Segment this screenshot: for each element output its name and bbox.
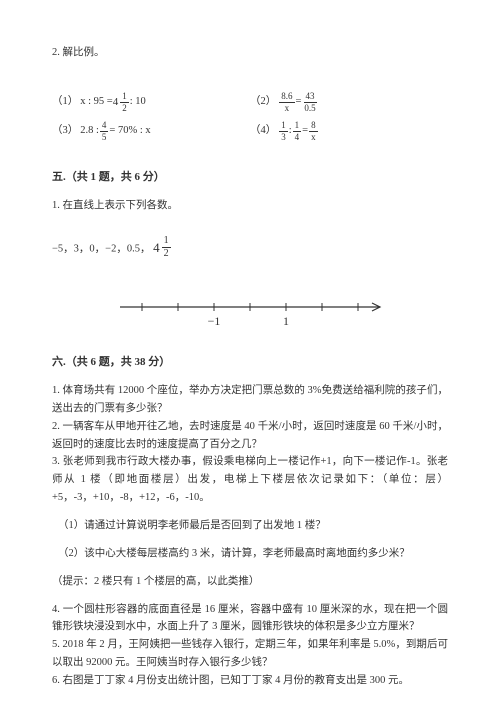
s5-values: −5，3，0，−2，0.5， 4 1 2 xyxy=(52,236,448,259)
eq-4: （4） 1 3 : 1 4 = 8 x xyxy=(250,121,448,142)
svg-text:1: 1 xyxy=(283,314,289,328)
equations-row-1: （1） x : 95 = 4 1 2 : 10 （2） 8.6 x = 43 0… xyxy=(52,92,448,113)
eq4-paren: （4） xyxy=(250,122,276,140)
section6-body: 1. 体育场共有 12000 个座位，举办方决定把门票总数的 3%免费送给福利院… xyxy=(52,382,448,690)
s6-q3-hint: （提示：2 楼只有 1 个楼层的高，以此类推） xyxy=(52,573,448,591)
eq3-paren: （3） xyxy=(52,122,78,140)
s6-q6: 6. 右图是丁丁家 4 月份支出统计图，已知丁丁家 4 月份的教育支出是 300… xyxy=(52,672,448,690)
section5-title: 五.（共 1 题，共 6 分） xyxy=(52,168,448,187)
section6-title: 六.（共 6 题，共 38 分） xyxy=(52,353,448,372)
eq3-frac: 4 5 xyxy=(100,121,109,142)
eq1-mixed: 4 1 2 xyxy=(113,92,130,113)
eq1-rhs: : 10 xyxy=(130,93,146,111)
eq4-frac1: 1 3 xyxy=(279,121,288,142)
eq-3: （3） 2.8 : 4 5 = 70% : x xyxy=(52,121,250,142)
eq2-frac2: 43 0.5 xyxy=(302,92,317,113)
s5-mixed: 4 1 2 xyxy=(153,236,172,259)
eq4-frac2: 1 4 xyxy=(293,121,302,142)
eq4-colon1: : xyxy=(289,122,292,140)
s5-q1: 1. 在直线上表示下列各数。 xyxy=(52,197,448,215)
s6-q5: 5. 2018 年 2 月，王阿姨把一些钱存入银行，定期三年，如果年利率是 5.… xyxy=(52,636,448,672)
number-line-wrap: −1 1 xyxy=(52,289,448,335)
number-line: −1 1 xyxy=(110,289,390,335)
eq3-rhs: = 70% : x xyxy=(109,122,150,140)
eq4-eq: = xyxy=(302,122,308,140)
q2-title: 2. 解比例。 xyxy=(52,44,448,62)
svg-text:−1: −1 xyxy=(208,314,221,328)
eq-2: （2） 8.6 x = 43 0.5 xyxy=(250,92,448,113)
equations-row-2: （3） 2.8 : 4 5 = 70% : x （4） 1 3 : 1 4 = … xyxy=(52,121,448,142)
eq3-lhs: 2.8 : xyxy=(80,122,99,140)
eq-1: （1） x : 95 = 4 1 2 : 10 xyxy=(52,92,250,113)
eq2-eq: = xyxy=(296,93,302,111)
s6-q2: 2. 一辆客车从甲地开往乙地，去时速度是 40 千米/小时，返回时速度是 60 … xyxy=(52,418,448,454)
s6-q1: 1. 体育场共有 12000 个座位，举办方决定把门票总数的 3%免费送给福利院… xyxy=(52,382,448,418)
s6-q3: 3. 张老师到我市行政大楼办事，假设乘电梯向上一楼记作+1，向下一楼记作-1。张… xyxy=(52,453,448,507)
s6-q4: 4. 一个圆柱形容器的底面直径是 16 厘米，容器中盛有 10 厘米深的水，现在… xyxy=(52,601,448,637)
s6-q3-sub1: （1）请通过计算说明李老师最后是否回到了出发地 1 楼？ xyxy=(52,517,448,535)
eq2-paren: （2） xyxy=(250,93,276,111)
eq4-frac3: 8 x xyxy=(309,121,318,142)
eq1-lhs: x : 95 = xyxy=(80,93,112,111)
s6-q3-sub2: （2）该中心大楼每层楼高约 3 米，请计算，李老师最高时离地面约多少米？ xyxy=(52,545,448,563)
eq1-paren: （1） xyxy=(52,93,78,111)
eq2-frac1: 8.6 x xyxy=(279,92,294,113)
